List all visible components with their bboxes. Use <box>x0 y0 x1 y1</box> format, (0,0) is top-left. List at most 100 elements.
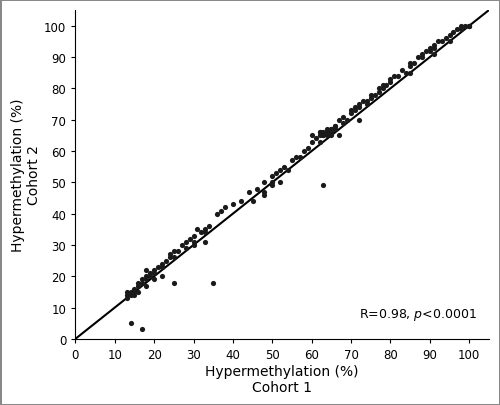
Point <box>320 133 328 139</box>
Point <box>398 67 406 74</box>
Point <box>434 39 442 45</box>
Point <box>126 320 134 327</box>
Point <box>209 279 217 286</box>
Point <box>351 104 359 111</box>
Point <box>268 173 276 180</box>
Point <box>252 186 260 192</box>
Point <box>166 255 174 261</box>
Point <box>355 102 363 108</box>
Point <box>174 248 182 255</box>
Point <box>213 211 221 217</box>
Point <box>217 208 225 214</box>
Point <box>438 39 446 45</box>
Point <box>150 270 158 277</box>
Point <box>122 295 130 302</box>
Point <box>178 242 186 249</box>
Point <box>406 70 414 77</box>
Point <box>122 289 130 295</box>
Point <box>150 277 158 283</box>
Point <box>332 124 340 130</box>
Point <box>198 230 205 236</box>
Point <box>422 49 430 55</box>
Point <box>170 255 178 261</box>
Point <box>328 133 336 139</box>
Point <box>150 267 158 273</box>
Point <box>328 130 336 136</box>
Point <box>462 23 469 30</box>
Point <box>260 189 268 196</box>
Point <box>458 27 466 33</box>
Point <box>202 230 209 236</box>
Point <box>170 248 178 255</box>
Point <box>142 277 150 283</box>
Point <box>206 224 214 230</box>
Point <box>343 117 351 124</box>
Point <box>374 89 382 96</box>
Point <box>308 139 316 145</box>
Point <box>465 23 473 30</box>
Point <box>446 33 454 39</box>
Point <box>134 279 142 286</box>
Point <box>339 120 347 127</box>
Point <box>158 273 166 280</box>
Point <box>426 49 434 55</box>
Point <box>221 205 229 211</box>
Point <box>280 164 288 171</box>
Point <box>347 108 355 114</box>
Point <box>126 292 134 298</box>
Point <box>324 130 332 136</box>
Point <box>374 86 382 92</box>
Point <box>166 252 174 258</box>
Point <box>190 233 198 239</box>
Point <box>378 83 386 89</box>
Point <box>268 183 276 189</box>
Point <box>430 45 438 52</box>
Point <box>229 202 237 208</box>
Point <box>446 39 454 45</box>
Point <box>390 73 398 80</box>
Point <box>276 167 284 174</box>
Point <box>146 273 154 280</box>
Point <box>237 198 245 205</box>
Y-axis label: Hypermethylation (%)
Cohort 2: Hypermethylation (%) Cohort 2 <box>11 98 42 252</box>
Point <box>162 258 170 264</box>
Point <box>406 61 414 67</box>
Point <box>332 126 340 133</box>
Point <box>430 42 438 49</box>
Point <box>190 239 198 245</box>
Point <box>328 126 336 133</box>
Point <box>458 23 466 30</box>
Text: R=0.98, $\mathit{p}$<0.0001: R=0.98, $\mathit{p}$<0.0001 <box>358 307 476 323</box>
Point <box>146 270 154 277</box>
Point <box>154 264 162 271</box>
Point <box>194 226 202 233</box>
Point <box>386 77 394 83</box>
Point <box>316 130 324 136</box>
Point <box>312 136 320 143</box>
Point <box>308 133 316 139</box>
Point <box>158 261 166 267</box>
Point <box>202 239 209 245</box>
Point <box>465 23 473 30</box>
Point <box>122 292 130 298</box>
Point <box>450 30 458 36</box>
Point <box>300 148 308 155</box>
Point <box>182 245 190 252</box>
Point <box>126 289 134 295</box>
Point <box>328 130 336 136</box>
Point <box>248 198 256 205</box>
Point <box>276 180 284 186</box>
Point <box>363 102 371 108</box>
Point <box>394 73 402 80</box>
Point <box>190 242 198 249</box>
Point <box>332 124 340 130</box>
Point <box>142 273 150 280</box>
Point <box>142 267 150 273</box>
Point <box>260 180 268 186</box>
Point <box>363 98 371 105</box>
Point <box>418 51 426 58</box>
Point <box>418 55 426 61</box>
Point <box>402 70 410 77</box>
Point <box>158 264 166 271</box>
Point <box>320 183 328 189</box>
